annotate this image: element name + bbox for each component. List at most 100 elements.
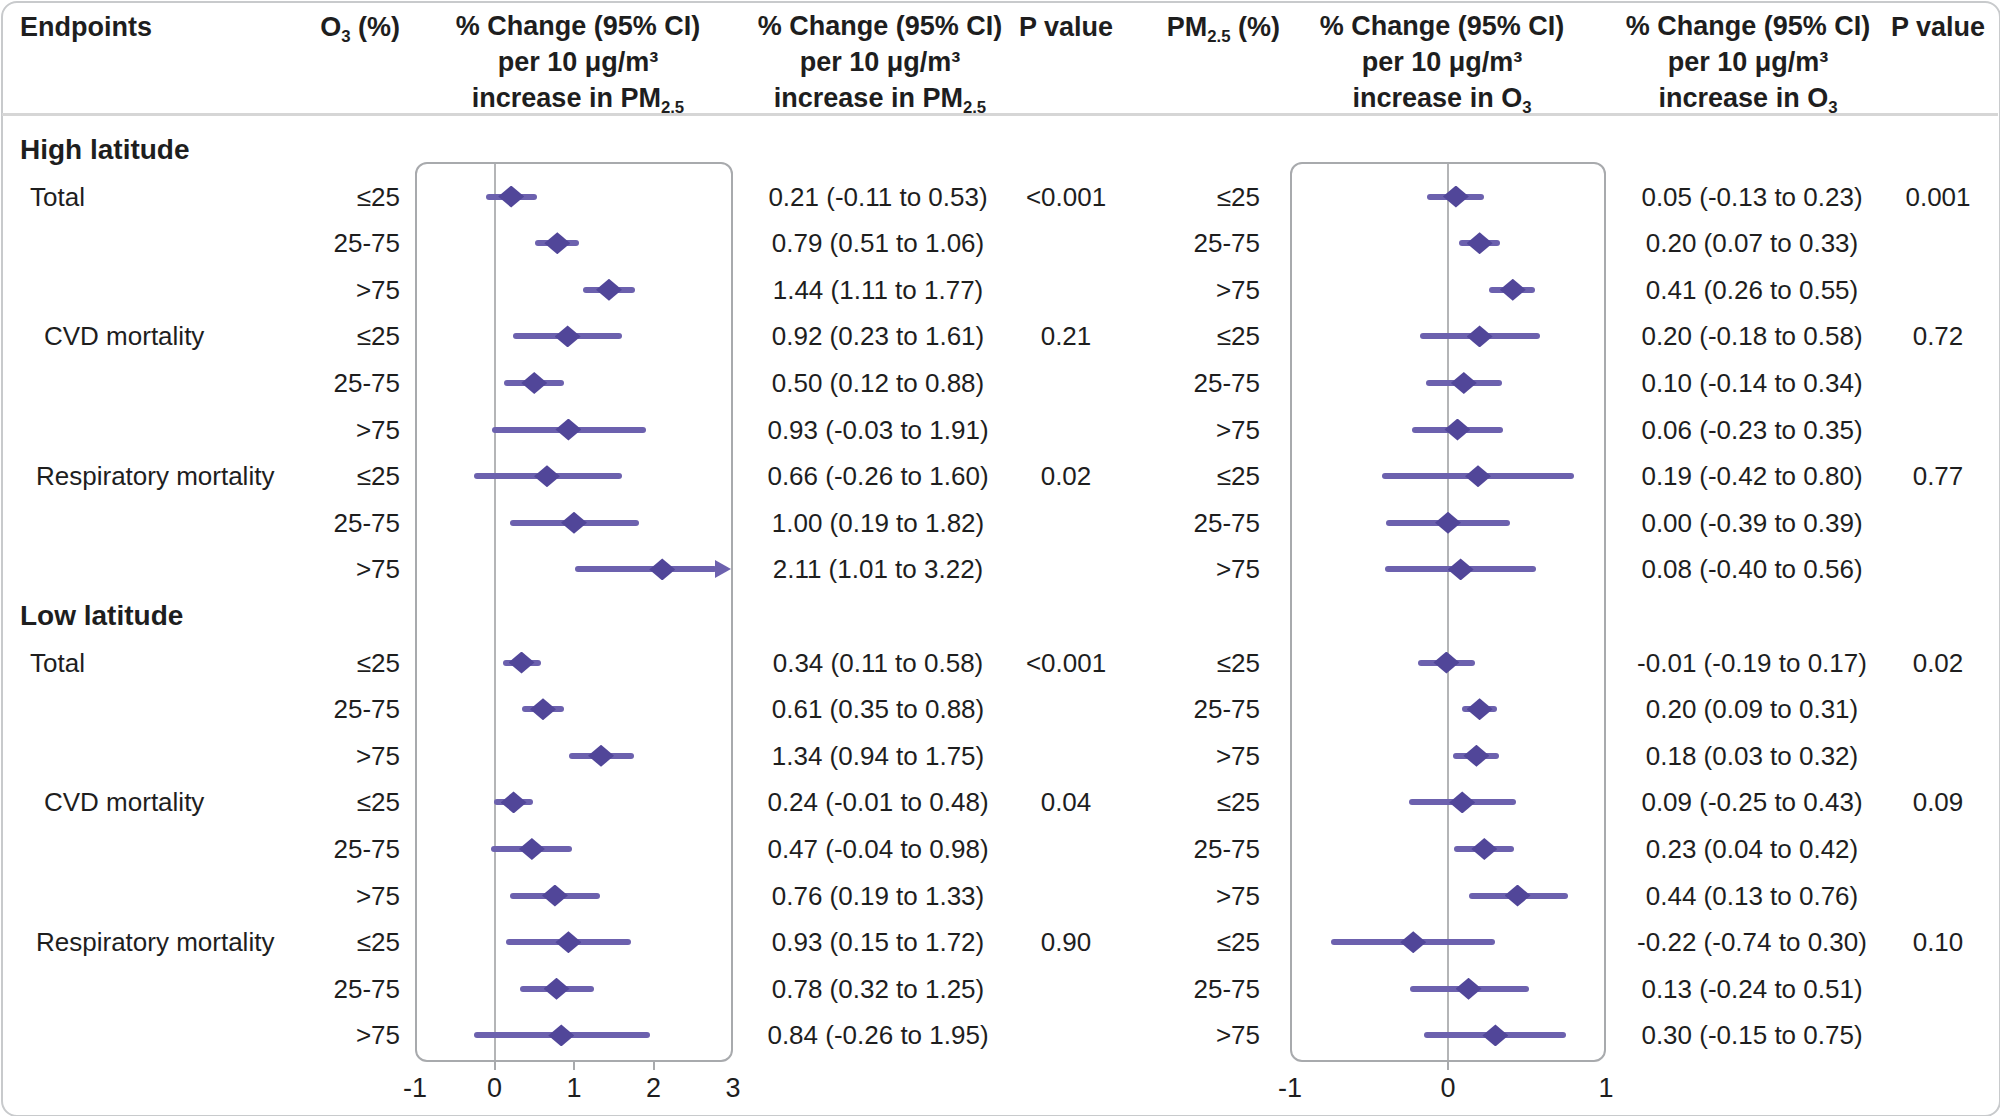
- column-header-left-plot: % Change (95% CI) per 10 μg/m³ increase …: [428, 8, 728, 116]
- estimate-text: 0.44 (0.13 to 0.76): [1610, 878, 1894, 914]
- column-header-right-plot: % Change (95% CI) per 10 μg/m³ increase …: [1292, 8, 1592, 116]
- estimate-text: 0.00 (-0.39 to 0.39): [1610, 505, 1894, 541]
- stratum-label: >75: [1130, 878, 1260, 914]
- stratum-label: >75: [1130, 1017, 1260, 1053]
- estimate-text: 1.44 (1.11 to 1.77): [743, 272, 1013, 308]
- estimate-text: 0.20 (0.07 to 0.33): [1610, 225, 1894, 261]
- stratum-label: ≤25: [1130, 179, 1260, 215]
- stratum-label: ≤25: [270, 784, 400, 820]
- stratum-label: >75: [270, 272, 400, 308]
- estimate-text: 0.92 (0.23 to 1.61): [743, 318, 1013, 354]
- stratum-label: >75: [270, 551, 400, 587]
- p-value-text: 0.02: [996, 458, 1136, 494]
- estimate-text: 0.08 (-0.40 to 0.56): [1610, 551, 1894, 587]
- stratum-label: >75: [270, 412, 400, 448]
- estimate-text: 0.41 (0.26 to 0.55): [1610, 272, 1894, 308]
- stratum-label: >75: [1130, 272, 1260, 308]
- section-label: High latitude: [20, 132, 190, 168]
- estimate-text: 0.79 (0.51 to 1.06): [743, 225, 1013, 261]
- estimate-text: -0.01 (-0.19 to 0.17): [1610, 645, 1894, 681]
- stratum-label: 25-75: [1130, 691, 1260, 727]
- arrowhead: [715, 560, 731, 578]
- endpoint-label: Total: [30, 179, 85, 215]
- estimate-text: 0.78 (0.32 to 1.25): [743, 971, 1013, 1007]
- column-header-p-value-right: P value: [1868, 8, 2000, 46]
- axis-tick-label: -1: [1260, 1068, 1320, 1108]
- stratum-label: 25-75: [1130, 365, 1260, 401]
- p-value-text: 0.04: [996, 784, 1136, 820]
- estimate-text: 0.24 (-0.01 to 0.48): [743, 784, 1013, 820]
- estimate-text: 0.61 (0.35 to 0.88): [743, 691, 1013, 727]
- estimate-text: 0.93 (-0.03 to 1.91): [743, 412, 1013, 448]
- stratum-label: ≤25: [270, 924, 400, 960]
- section-label: Low latitude: [20, 598, 183, 634]
- stratum-label: 25-75: [270, 505, 400, 541]
- p-value-text: <0.001: [996, 645, 1136, 681]
- endpoint-label: Respiratory mortality: [36, 924, 274, 960]
- stratum-label: 25-75: [1130, 831, 1260, 867]
- estimate-text: 0.23 (0.04 to 0.42): [1610, 831, 1894, 867]
- estimate-text: 0.13 (-0.24 to 0.51): [1610, 971, 1894, 1007]
- p-value-text: 0.72: [1868, 318, 2000, 354]
- estimate-text: 2.11 (1.01 to 3.22): [743, 551, 1013, 587]
- axis-tick-label: -1: [385, 1068, 445, 1108]
- p-value-text: 0.77: [1868, 458, 2000, 494]
- left-plot-box: [415, 162, 733, 1062]
- axis-tick-label: 0: [465, 1068, 525, 1108]
- estimate-text: 0.93 (0.15 to 1.72): [743, 924, 1013, 960]
- endpoint-label: Total: [30, 645, 85, 681]
- estimate-text: 0.84 (-0.26 to 1.95): [743, 1017, 1013, 1053]
- stratum-label: ≤25: [1130, 458, 1260, 494]
- p-value-text: 0.21: [996, 318, 1136, 354]
- stratum-label: ≤25: [270, 458, 400, 494]
- estimate-text: 1.00 (0.19 to 1.82): [743, 505, 1013, 541]
- estimate-text: 0.09 (-0.25 to 0.43): [1610, 784, 1894, 820]
- stratum-label: ≤25: [1130, 924, 1260, 960]
- zero-reference-line: [494, 164, 496, 1060]
- forest-plot-figure: Endpoints O3 (%) % Change (95% CI) per 1…: [0, 0, 2000, 1116]
- stratum-label: ≤25: [1130, 318, 1260, 354]
- estimate-text: 0.66 (-0.26 to 1.60): [743, 458, 1013, 494]
- zero-reference-line: [1447, 164, 1449, 1060]
- stratum-label: 25-75: [270, 971, 400, 1007]
- estimate-text: 0.18 (0.03 to 0.32): [1610, 738, 1894, 774]
- column-header-endpoints: Endpoints: [20, 8, 152, 46]
- stratum-label: 25-75: [270, 365, 400, 401]
- stratum-label: ≤25: [270, 645, 400, 681]
- p-value-text: 0.02: [1868, 645, 2000, 681]
- stratum-label: >75: [1130, 738, 1260, 774]
- stratum-label: ≤25: [270, 179, 400, 215]
- endpoint-label: CVD mortality: [44, 784, 204, 820]
- stratum-label: 25-75: [1130, 225, 1260, 261]
- stratum-label: ≤25: [1130, 645, 1260, 681]
- column-header-left-estimate: % Change (95% CI) per 10 μg/m³ increase …: [730, 8, 1030, 116]
- stratum-label: >75: [1130, 551, 1260, 587]
- stratum-label: ≤25: [270, 318, 400, 354]
- axis-tick-label: 1: [544, 1068, 604, 1108]
- estimate-text: 1.34 (0.94 to 1.75): [743, 738, 1013, 774]
- stratum-label: >75: [270, 738, 400, 774]
- estimate-text: 0.06 (-0.23 to 0.35): [1610, 412, 1894, 448]
- column-header-p-value-left: P value: [996, 8, 1136, 46]
- estimate-text: 0.19 (-0.42 to 0.80): [1610, 458, 1894, 494]
- stratum-label: ≤25: [1130, 784, 1260, 820]
- estimate-text: 0.30 (-0.15 to 0.75): [1610, 1017, 1894, 1053]
- stratum-label: 25-75: [1130, 971, 1260, 1007]
- axis-tick-label: 0: [1418, 1068, 1478, 1108]
- estimate-text: 0.05 (-0.13 to 0.23): [1610, 179, 1894, 215]
- stratum-label: >75: [1130, 412, 1260, 448]
- stratum-label: 25-75: [270, 225, 400, 261]
- ci-bar: [575, 566, 717, 572]
- estimate-text: -0.22 (-0.74 to 0.30): [1610, 924, 1894, 960]
- axis-tick-label: 3: [703, 1068, 763, 1108]
- stratum-label: 25-75: [1130, 505, 1260, 541]
- estimate-text: 0.10 (-0.14 to 0.34): [1610, 365, 1894, 401]
- estimate-text: 0.76 (0.19 to 1.33): [743, 878, 1013, 914]
- column-header-pm25-percent: PM2.5 (%): [1140, 8, 1280, 46]
- estimate-text: 0.20 (0.09 to 0.31): [1610, 691, 1894, 727]
- estimate-text: 0.34 (0.11 to 0.58): [743, 645, 1013, 681]
- header-divider: [2, 113, 1998, 116]
- p-value-text: 0.09: [1868, 784, 2000, 820]
- endpoint-label: Respiratory mortality: [36, 458, 274, 494]
- axis-tick-label: 2: [624, 1068, 684, 1108]
